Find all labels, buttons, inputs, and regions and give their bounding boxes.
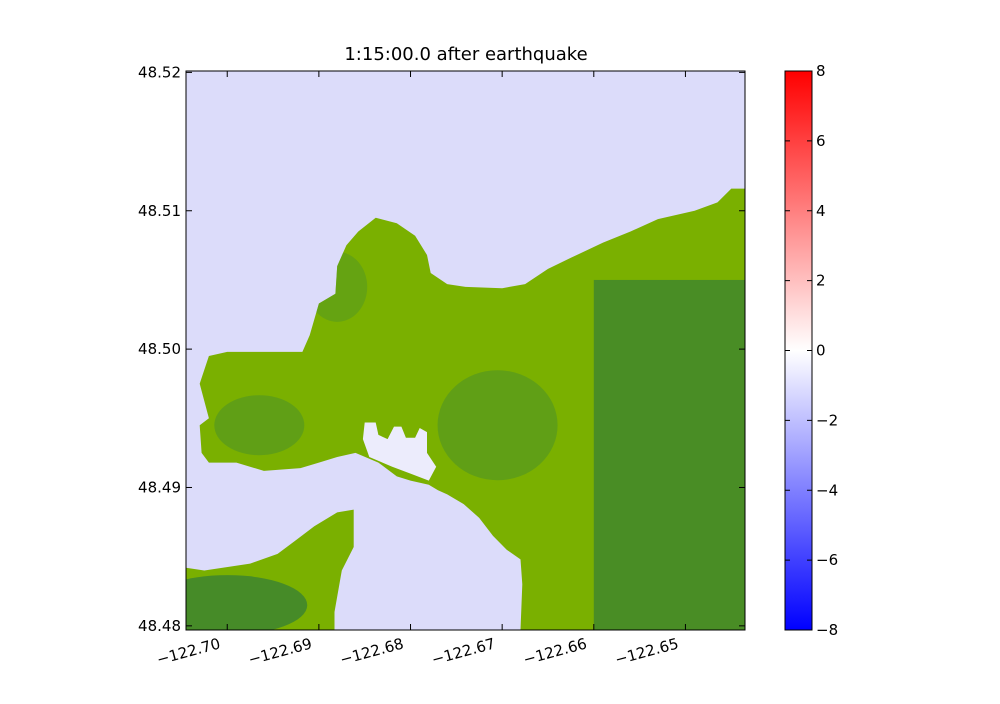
plot-area	[186, 71, 745, 630]
colorbar-tick-label: 6	[816, 132, 826, 150]
y-axis: 48.48 48.49 48.50 48.51 48.52	[138, 63, 745, 635]
shade-center	[437, 370, 558, 481]
shade-east	[593, 279, 745, 630]
chart-title: 1:15:00.0 after earthquake	[344, 44, 588, 65]
colorbar-tick-label: 2	[816, 272, 826, 290]
x-tick-label: −122.69	[246, 634, 314, 668]
y-tick-label: 48.51	[138, 202, 181, 220]
y-tick-label: 48.48	[138, 617, 181, 635]
y-tick-label: 48.52	[138, 63, 181, 81]
plot-frame	[185, 70, 746, 631]
shade-peninsula	[186, 575, 308, 630]
x-tick-label: −122.70	[155, 634, 223, 668]
dry-layer	[362, 422, 437, 481]
colorbar-tick-label: −8	[816, 621, 838, 639]
x-tick-label: −122.67	[430, 634, 498, 668]
colorbar-tick-label: −4	[816, 481, 838, 499]
y-tick-label: 48.50	[138, 340, 181, 358]
y-tick-label: 48.49	[138, 478, 181, 496]
dry-inner-pocket	[362, 422, 437, 481]
colorbar-tick-label: 8	[816, 62, 826, 80]
x-tick-label: −122.68	[338, 634, 406, 668]
shade-west	[214, 395, 305, 456]
colorbar-axis: −8 −6 −4 −2 0 2 4 6 8	[785, 62, 838, 639]
colorbar-tick-label: 0	[816, 342, 826, 360]
colorbar-tick-label: −6	[816, 551, 838, 569]
colorbar-tick-label: −2	[816, 411, 838, 429]
colorbar-tick-label: 4	[816, 202, 826, 220]
x-tick-label: −122.65	[613, 634, 681, 668]
land-shading	[186, 251, 745, 630]
x-tick-label: −122.66	[521, 634, 589, 668]
